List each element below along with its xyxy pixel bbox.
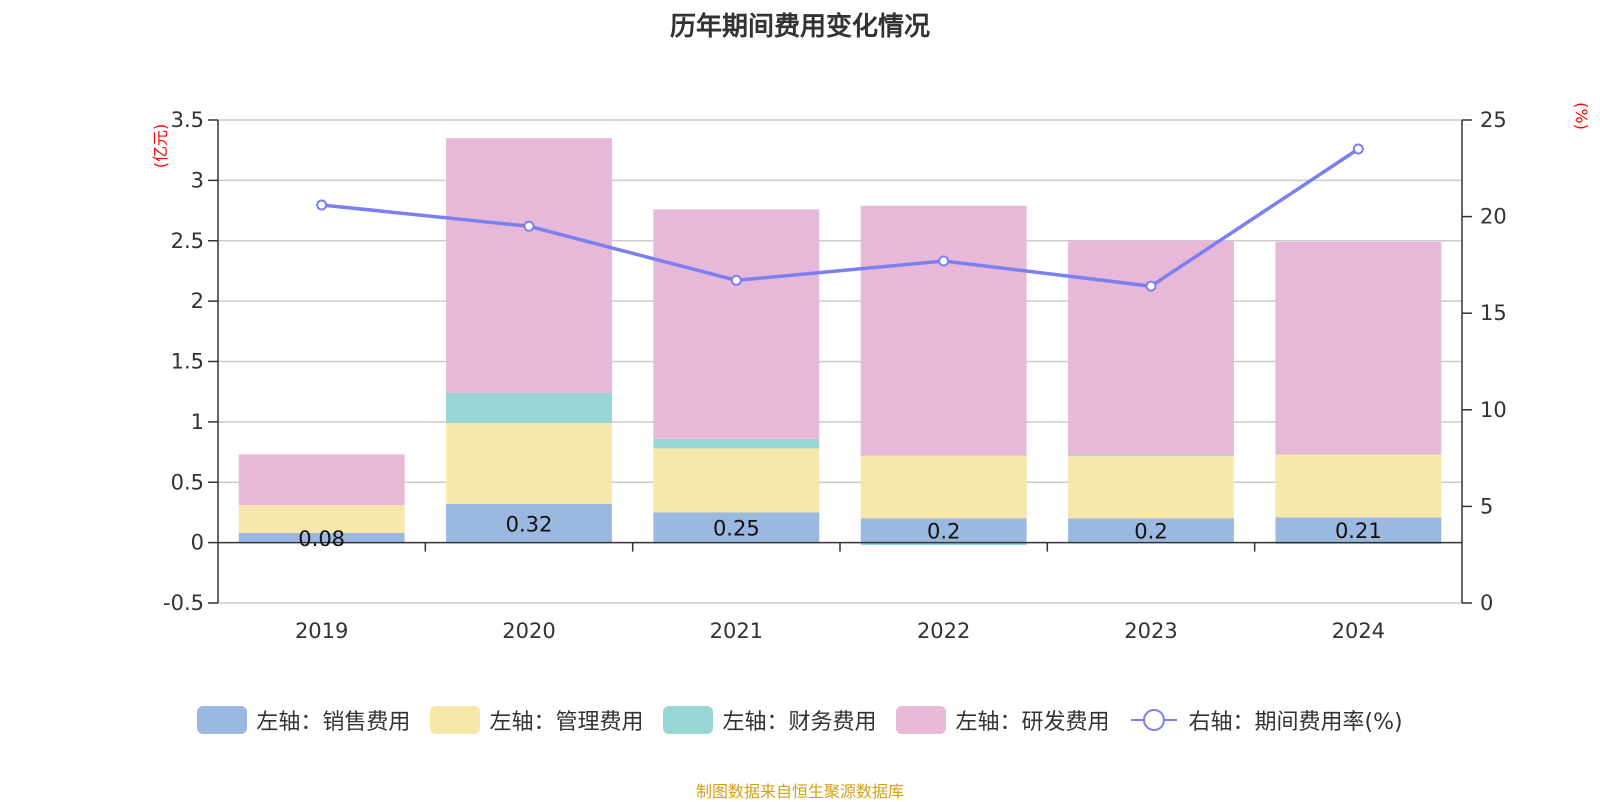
bar-segment bbox=[653, 209, 820, 439]
legend-swatch bbox=[197, 706, 248, 734]
right-tick-label: 5 bbox=[1480, 494, 1493, 518]
x-tick-label: 2020 bbox=[502, 619, 555, 643]
left-tick-label: -0.5 bbox=[163, 591, 204, 615]
bar-segment bbox=[653, 512, 820, 543]
bar-segment bbox=[1068, 518, 1234, 543]
legend: 左轴：销售费用 左轴：管理费用 左轴：财务费用 左轴：研发费用 右轴：期间费用率(%) bbox=[0, 704, 1600, 736]
left-tick-label: 2.5 bbox=[171, 229, 204, 253]
data-label: 0.08 bbox=[298, 527, 345, 551]
legend-swatch bbox=[430, 706, 481, 734]
bar-segment bbox=[446, 423, 612, 504]
rate-point bbox=[730, 274, 742, 286]
rate-point bbox=[1145, 280, 1157, 292]
legend-item[interactable]: 左轴：销售费用 bbox=[197, 704, 410, 736]
right-tick-label: 10 bbox=[1480, 398, 1507, 422]
rate-point bbox=[523, 220, 535, 232]
left-tick-label: 3.5 bbox=[171, 108, 204, 132]
data-label: 0.21 bbox=[1335, 519, 1382, 543]
x-tick-label: 2024 bbox=[1332, 619, 1385, 643]
rate-line bbox=[321, 147, 1360, 288]
legend-label: 左轴：销售费用 bbox=[256, 710, 411, 735]
bar-segment bbox=[1068, 455, 1234, 519]
legend-swatch bbox=[896, 706, 947, 734]
legend-swatch bbox=[663, 706, 714, 734]
source-note: 制图数据来自恒生聚源数据库 bbox=[695, 782, 904, 801]
left-tick-label: 1.5 bbox=[171, 350, 204, 374]
left-tick-label: 0.5 bbox=[171, 470, 204, 494]
bar-segment bbox=[446, 392, 612, 424]
bar-segment bbox=[1275, 241, 1442, 455]
x-tick-label: 2022 bbox=[917, 619, 970, 643]
left-tick-label: 3 bbox=[191, 168, 204, 192]
legend-item[interactable]: 右轴：期间费用率(%) bbox=[1129, 704, 1403, 736]
data-label: 0.2 bbox=[1134, 520, 1167, 544]
bar-segment bbox=[1275, 517, 1442, 543]
bar-segment bbox=[238, 532, 405, 543]
rate-point bbox=[316, 199, 328, 211]
x-tick-label: 2021 bbox=[710, 619, 763, 643]
bar-segment bbox=[446, 503, 612, 543]
legend-label: 左轴：管理费用 bbox=[489, 710, 644, 735]
line-layer bbox=[316, 143, 1364, 292]
bar-segment bbox=[860, 542, 1027, 546]
data-labels: 0.08 0.32 0.25 0.2 0.2 0.21 bbox=[298, 512, 1381, 550]
bar-segment bbox=[653, 448, 820, 513]
bar-segment bbox=[1275, 454, 1442, 518]
right-tick-label: 25 bbox=[1480, 108, 1507, 132]
bar-segment bbox=[446, 138, 612, 393]
bar-segment bbox=[238, 505, 405, 533]
bar-segment bbox=[1068, 454, 1234, 456]
bar-segment bbox=[1068, 240, 1234, 455]
chart-title: 历年期间费用变化情况 bbox=[669, 12, 930, 42]
bar-segment bbox=[653, 438, 820, 449]
legend-label: 左轴：研发费用 bbox=[955, 710, 1110, 735]
left-tick-label: 0 bbox=[191, 531, 204, 555]
legend-item[interactable]: 左轴：财务费用 bbox=[663, 704, 876, 736]
x-tick-label: 2019 bbox=[295, 619, 348, 643]
right-tick-label: 0 bbox=[1480, 591, 1493, 615]
left-tick-label: 1 bbox=[191, 410, 204, 434]
right-tick-label: 20 bbox=[1480, 205, 1507, 229]
bar-segment bbox=[860, 518, 1027, 543]
data-label: 0.2 bbox=[927, 520, 960, 544]
axes: 3.5 3 2.5 2 1.5 1 0.5 0 -0.5 25 20 15 10 5 0 (亿元) (%) 201… bbox=[151, 102, 1591, 643]
rate-point bbox=[1352, 143, 1364, 155]
bar-segment bbox=[238, 454, 405, 506]
legend-label: 左轴：财务费用 bbox=[722, 710, 877, 735]
left-axis-unit: (亿元) bbox=[151, 124, 170, 169]
rate-point bbox=[938, 255, 950, 267]
grid-lines bbox=[218, 119, 1462, 604]
bar-segment bbox=[860, 455, 1027, 519]
bar-segment bbox=[860, 205, 1027, 456]
legend-item[interactable]: 左轴：管理费用 bbox=[430, 704, 643, 736]
legend-label: 右轴：期间费用率(%) bbox=[1188, 710, 1403, 735]
data-label: 0.32 bbox=[506, 512, 553, 536]
legend-line-marker-icon bbox=[1131, 709, 1178, 731]
legend-item[interactable]: 左轴：研发费用 bbox=[896, 704, 1109, 736]
bar-layer bbox=[238, 138, 1442, 546]
left-tick-label: 2 bbox=[191, 289, 204, 313]
right-axis-unit: (%) bbox=[1572, 102, 1591, 130]
x-tick-label: 2023 bbox=[1124, 619, 1177, 643]
data-label: 0.25 bbox=[713, 517, 760, 541]
right-tick-label: 15 bbox=[1480, 301, 1507, 325]
